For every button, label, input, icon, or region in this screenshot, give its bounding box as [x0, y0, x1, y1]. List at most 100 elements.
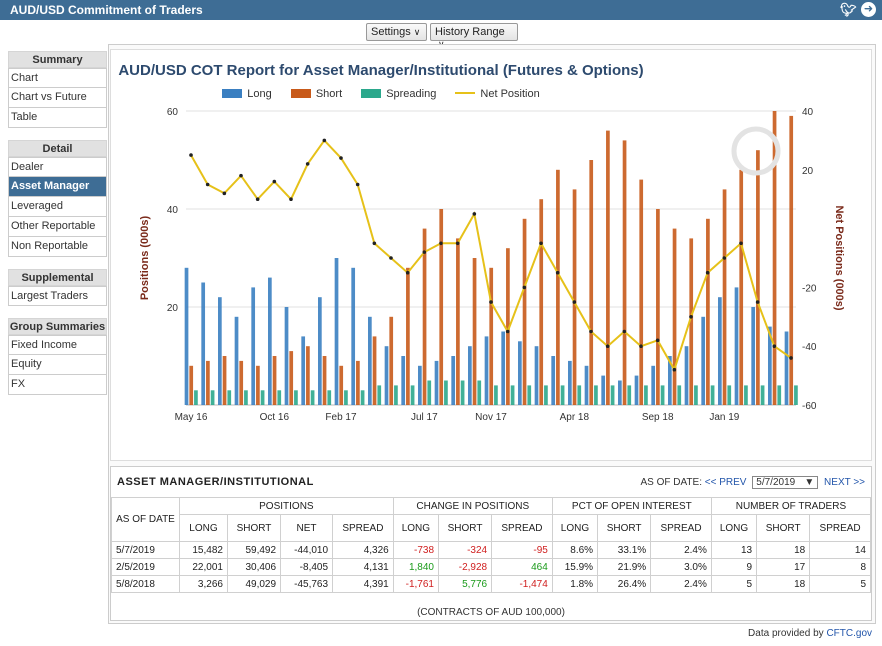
- net-position-point: [705, 270, 710, 275]
- cell: -95: [491, 541, 553, 559]
- sidebar-item-fx[interactable]: FX: [8, 375, 107, 395]
- bar-short: [339, 365, 344, 405]
- legend-short[interactable]: Short: [290, 88, 342, 100]
- bar-spreading: [294, 390, 298, 405]
- history-range-label: History Range: [435, 26, 505, 38]
- sidebar-item-chart[interactable]: Chart: [8, 68, 107, 88]
- bar-short: [556, 169, 560, 405]
- bar-short: [356, 360, 360, 405]
- toolbar: Settings∨ History Range∨: [0, 23, 882, 49]
- share-icon[interactable]: ➜: [861, 2, 876, 17]
- y-tick-label: 60: [167, 107, 179, 118]
- date-select[interactable]: 5/7/2019 ▼: [752, 476, 819, 489]
- bar-spreading: [577, 385, 582, 405]
- net-position-point: [289, 197, 293, 201]
- cell: 8: [809, 558, 871, 576]
- sidebar-item-table[interactable]: Table: [8, 108, 107, 128]
- sidebar-item-chart-vs-future[interactable]: Chart vs Future: [8, 88, 107, 108]
- cell: 5,776: [437, 575, 493, 593]
- cell: 21.9%: [597, 558, 652, 576]
- net-position-point: [639, 344, 643, 349]
- bar-long: [618, 380, 622, 405]
- bar-long: [701, 316, 706, 405]
- bar-long: [651, 365, 656, 405]
- legend-long[interactable]: Long: [222, 88, 272, 100]
- sidebar-item-other-reportable[interactable]: Other Reportable: [8, 217, 107, 237]
- bar-long: [301, 336, 306, 405]
- legend-net-position[interactable]: Net Position: [455, 88, 540, 100]
- cell: 13: [710, 541, 758, 559]
- legend-swatch-net: [455, 92, 476, 94]
- bar-short: [722, 189, 727, 405]
- cftc-link[interactable]: CFTC.gov: [826, 628, 872, 639]
- bar-spreading: [744, 385, 748, 405]
- bar-short: [522, 218, 527, 405]
- cell: -1,474: [491, 575, 553, 593]
- bar-spreading: [477, 380, 482, 405]
- net-position-point: [405, 270, 410, 275]
- bar-long: [384, 346, 389, 405]
- cot-table-panel: ASSET MANAGER/INSTITUTIONAL AS OF DATE: …: [110, 466, 872, 621]
- legend-label-net: Net Position: [480, 88, 540, 100]
- sidebar-item-asset-manager[interactable]: Asset Manager: [8, 177, 107, 197]
- cell: 4,131: [332, 558, 394, 576]
- bar-long: [718, 297, 722, 405]
- bar-short: [322, 356, 327, 405]
- legend-spreading[interactable]: Spreading: [361, 88, 436, 100]
- sidebar-item-fixed-income[interactable]: Fixed Income: [8, 335, 107, 355]
- bar-short: [622, 140, 627, 405]
- bar-long: [184, 267, 189, 405]
- cell: 3,266: [179, 575, 228, 593]
- bar-short: [639, 179, 644, 405]
- twitter-icon[interactable]: 🐦︎: [840, 2, 857, 17]
- cell: 8.6%: [551, 541, 599, 559]
- x-tick-label: May 16: [175, 412, 208, 423]
- col-trd-spread: SPREAD: [809, 514, 871, 542]
- bar-long: [784, 331, 789, 405]
- cell: 15.9%: [551, 558, 599, 576]
- y-tick-label: 40: [167, 205, 179, 216]
- cell: -1,761: [392, 575, 440, 593]
- cell-date: 5/7/2019: [111, 541, 180, 559]
- net-position-point: [355, 182, 360, 187]
- prev-link[interactable]: << PREV: [704, 477, 747, 488]
- net-position-point: [672, 367, 677, 372]
- bar-short: [439, 209, 444, 405]
- sidebar-item-leveraged[interactable]: Leveraged: [8, 197, 107, 217]
- sidebar-item-equity[interactable]: Equity: [8, 355, 107, 375]
- net-position-point: [339, 156, 343, 160]
- sidebar-supplemental-heading: Supplemental: [8, 269, 107, 286]
- bar-spreading: [327, 390, 332, 405]
- bar-long: [318, 297, 322, 405]
- sidebar-item-dealer[interactable]: Dealer: [8, 157, 107, 177]
- cell: 33.1%: [597, 541, 652, 559]
- bar-short: [456, 238, 460, 405]
- cell: 59,492: [226, 541, 282, 559]
- net-position-point: [472, 212, 477, 216]
- bar-short: [256, 365, 260, 405]
- col-trd-long: LONG: [710, 514, 758, 542]
- bar-short: [406, 267, 410, 405]
- col-pct-spread: SPREAD: [650, 514, 712, 542]
- bar-spreading: [460, 380, 465, 405]
- history-range-button[interactable]: History Range∨: [430, 23, 518, 49]
- next-link[interactable]: NEXT >>: [824, 477, 865, 488]
- settings-button[interactable]: Settings ∨: [366, 23, 427, 41]
- net-position-point: [722, 256, 727, 260]
- bar-long: [484, 336, 489, 405]
- y-tick-label: 20: [167, 303, 179, 314]
- bar-spreading: [694, 385, 698, 405]
- bar-spreading: [677, 385, 682, 405]
- sidebar-item-largest-traders[interactable]: Largest Traders: [8, 286, 107, 306]
- bar-short: [489, 267, 494, 405]
- cell: 1,840: [392, 558, 440, 576]
- bar-short: [389, 316, 394, 405]
- x-tick-label: Jul 17: [411, 412, 438, 423]
- cell-date: 2/5/2019: [111, 558, 180, 576]
- bar-spreading: [560, 385, 565, 405]
- bar-short: [689, 238, 694, 405]
- bar-short: [539, 199, 544, 405]
- bar-spreading: [394, 385, 398, 405]
- chevron-down-icon: ∨: [413, 27, 421, 37]
- sidebar-item-non-reportable[interactable]: Non Reportable: [8, 237, 107, 257]
